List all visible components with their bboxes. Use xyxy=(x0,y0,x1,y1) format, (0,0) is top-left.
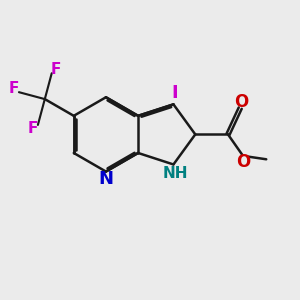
Text: F: F xyxy=(8,81,19,96)
Text: N: N xyxy=(98,170,113,188)
Text: F: F xyxy=(51,62,62,77)
Text: O: O xyxy=(236,153,250,171)
Text: O: O xyxy=(234,93,248,111)
Text: NH: NH xyxy=(162,167,188,182)
Text: F: F xyxy=(27,121,38,136)
Text: I: I xyxy=(171,84,178,102)
